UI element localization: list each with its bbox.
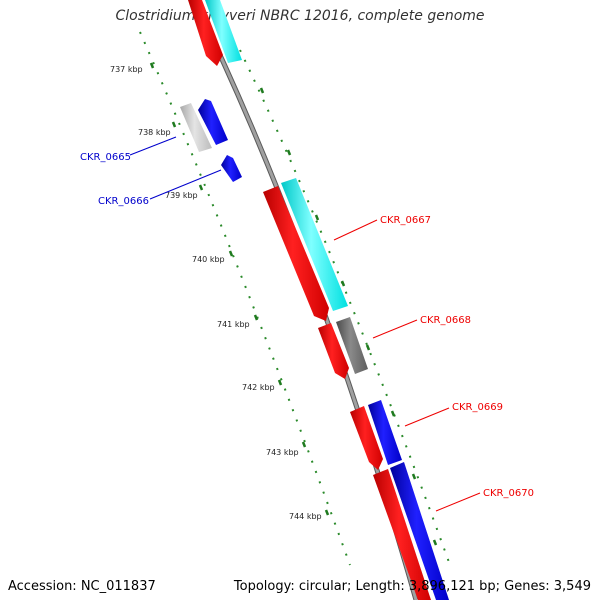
- gene-label-ckr-0666[interactable]: CKR_0666: [98, 196, 149, 207]
- accession-text: Accession: NC_011837: [8, 579, 156, 594]
- ruler-label-737: 737 kbp: [110, 65, 143, 74]
- gene-box-ckr-0669-cog[interactable]: [368, 400, 402, 465]
- gene-box-ckr-0665-cog[interactable]: [180, 103, 212, 152]
- gene-label-ckr-0670[interactable]: CKR_0670: [483, 488, 534, 499]
- genome-backbone-shadow: [191, 0, 419, 600]
- gene-arrow-ckr-0669[interactable]: [350, 406, 383, 470]
- ruler-major-ticks-inner: [149, 62, 330, 516]
- gene-arrow-ckr-0665[interactable]: [198, 99, 228, 145]
- ruler-label-738: 738 kbp: [138, 128, 171, 137]
- ruler-label-741: 741 kbp: [217, 320, 250, 329]
- ruler-label-742: 742 kbp: [242, 383, 275, 392]
- ruler-label-744: 744 kbp: [289, 512, 322, 521]
- ruler-dotted-track-inner: [139, 31, 351, 566]
- gene-label-ckr-0665[interactable]: CKR_0665: [80, 152, 131, 163]
- gene-label-ckr-0668[interactable]: CKR_0668: [420, 315, 471, 326]
- gene-box-ckr-0670-cog[interactable]: [390, 462, 449, 600]
- gene-arrow-ckr-0666[interactable]: [221, 155, 242, 182]
- gene-arrow-top-red[interactable]: [188, 0, 223, 66]
- ruler-dotted-track-outer: [239, 49, 451, 566]
- gene-arrow-ckr-0670[interactable]: [373, 469, 431, 600]
- ruler-label-740: 740 kbp: [192, 255, 225, 264]
- gene-box-ckr-0667-cog[interactable]: [281, 178, 348, 311]
- genome-summary-text: Topology: circular; Length: 3,896,121 bp…: [233, 579, 591, 594]
- gene-box-top-cyan[interactable]: [205, 0, 242, 63]
- ruler-major-ticks-outer: [259, 87, 438, 546]
- gene-box-ckr-0668-cog[interactable]: [336, 317, 368, 374]
- ruler-label-743: 743 kbp: [266, 448, 299, 457]
- genome-backbone: [192, 0, 418, 600]
- gene-label-ckr-0667[interactable]: CKR_0667: [380, 215, 431, 226]
- gene-arrow-ckr-0668[interactable]: [318, 323, 349, 379]
- gene-arrow-ckr-0667[interactable]: [263, 186, 329, 321]
- gene-label-leaders: [129, 136, 481, 512]
- gene-label-ckr-0669[interactable]: CKR_0669: [452, 402, 503, 413]
- ruler-label-739: 739 kbp: [165, 191, 198, 200]
